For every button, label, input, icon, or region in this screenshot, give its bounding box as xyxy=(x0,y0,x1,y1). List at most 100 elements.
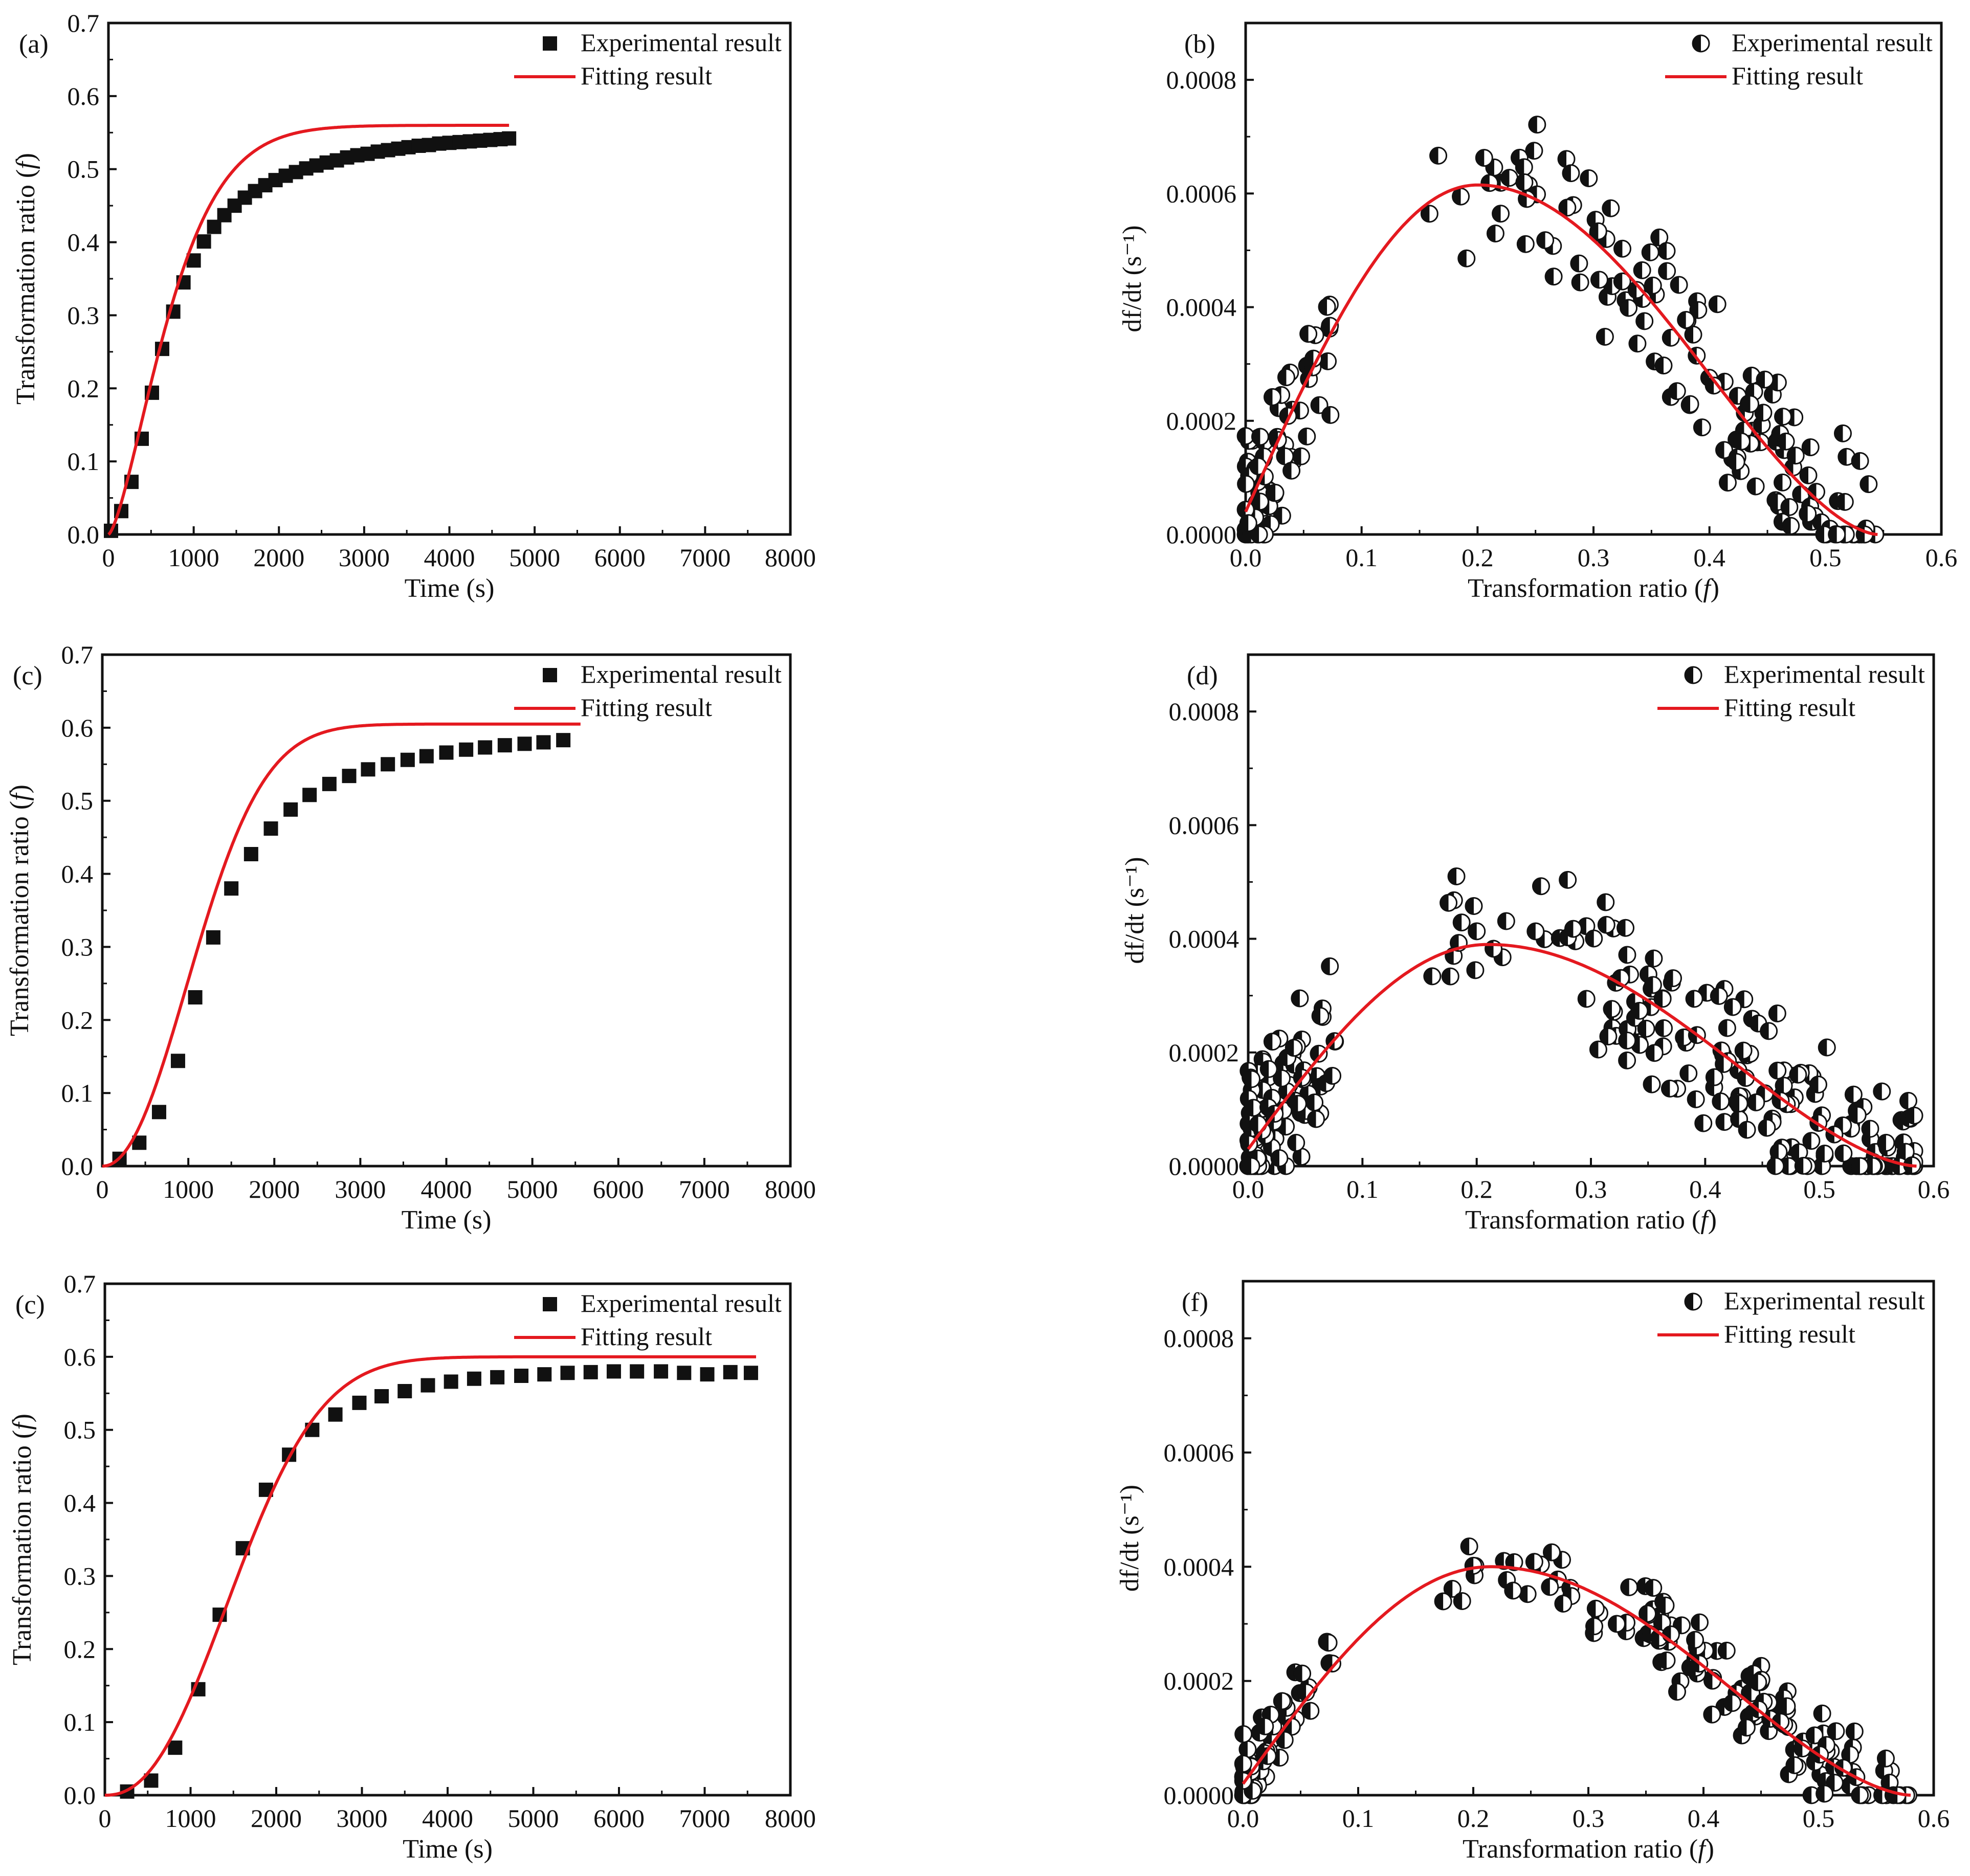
y-tick-label: 0.5 xyxy=(64,1416,96,1444)
experimental-point xyxy=(1813,1704,1831,1723)
experimental-point xyxy=(1861,1120,1879,1138)
experimental-point xyxy=(1515,158,1533,176)
experimental-point xyxy=(1447,867,1466,886)
experimental-point xyxy=(1536,231,1555,250)
experimental-point xyxy=(1657,1651,1676,1669)
experimental-point xyxy=(1732,432,1751,451)
experimental-point xyxy=(1292,447,1310,465)
x-tick-label: 0 xyxy=(102,543,115,572)
experimental-point xyxy=(459,742,474,757)
panel-6: 0.0 0.1 0.2 0.3 0.4 0.5 0.6 0.0000 0.0002 0.0004 0… xyxy=(1115,1280,1950,1864)
experimental-point xyxy=(1691,1613,1709,1632)
legend-label-fitting: Fitting result xyxy=(581,61,712,90)
experimental-point xyxy=(1464,1556,1482,1575)
experimental-point xyxy=(1311,1007,1330,1025)
experimental-point xyxy=(1643,1075,1661,1093)
experimental-point xyxy=(502,131,517,146)
experimental-point xyxy=(606,1364,621,1379)
experimental-point xyxy=(478,740,493,755)
legend-marker-experimental xyxy=(543,668,557,682)
experimental-point xyxy=(1661,1079,1679,1098)
experimental-point xyxy=(1650,228,1669,247)
experimental-point xyxy=(1734,1041,1753,1060)
x-tick-label: 0.3 xyxy=(1575,1175,1607,1203)
experimental-point xyxy=(439,745,454,760)
y-tick-label: 0.6 xyxy=(68,82,100,110)
experimental-point xyxy=(1818,1038,1836,1057)
experimental-point xyxy=(1848,1106,1867,1124)
x-tick-label: 7000 xyxy=(679,1804,731,1833)
experimental-point xyxy=(1718,474,1737,492)
experimental-point xyxy=(1525,142,1543,160)
y-tick-label: 0.1 xyxy=(68,447,100,476)
experimental-point xyxy=(1504,1581,1522,1600)
experimental-point xyxy=(1668,1683,1686,1701)
plot-frame xyxy=(103,1282,792,1797)
experimental-point xyxy=(1278,1048,1297,1067)
legend: Experimental result Fitting result xyxy=(514,28,782,90)
x-tick-label: 1000 xyxy=(165,1804,216,1833)
experimental-point xyxy=(1299,325,1318,343)
y-tick-label: 0.0000 xyxy=(1166,520,1237,549)
legend-marker-experimental xyxy=(543,1297,557,1311)
experimental-point xyxy=(1541,1578,1559,1596)
experimental-point xyxy=(1319,352,1337,370)
x-axis-label: Transformation ratio (f) xyxy=(1468,574,1719,603)
experimental-point xyxy=(1585,929,1603,948)
legend: Experimental result Fitting result xyxy=(1665,28,1933,90)
experimental-point xyxy=(1662,328,1680,347)
experimental-point xyxy=(1443,1580,1462,1598)
x-tick-label: 6000 xyxy=(593,1175,644,1203)
experimental-point xyxy=(1528,116,1546,134)
experimental-point xyxy=(168,1740,183,1755)
y-tick-label: 0.0 xyxy=(68,520,100,549)
experimental-point xyxy=(1801,438,1820,457)
panel-label: (c) xyxy=(13,661,42,690)
y-tick-label: 0.4 xyxy=(61,860,94,888)
experimental-point xyxy=(1677,310,1695,329)
experimental-point xyxy=(1532,877,1550,896)
experimental-point xyxy=(677,1366,692,1380)
experimental-point xyxy=(1263,388,1281,406)
x-tick-label: 4000 xyxy=(422,1804,473,1833)
experimental-point xyxy=(1251,493,1269,511)
experimental-point xyxy=(1282,461,1301,480)
experimental-point xyxy=(1452,187,1470,206)
experimental-point xyxy=(1620,1578,1639,1596)
experimental-point xyxy=(1833,424,1852,442)
panel-1: 0 1000 2000 3000 4000 5000 6000 7000 8000 0.0 0.1 0… xyxy=(11,9,816,603)
experimental-point xyxy=(1318,298,1336,316)
experimental-point xyxy=(537,1367,552,1382)
experimental-point xyxy=(1559,870,1577,889)
x-tick-label: 8000 xyxy=(765,543,816,572)
y-tick-label: 0.0000 xyxy=(1164,1781,1234,1810)
x-tick-label: 0.3 xyxy=(1578,543,1610,572)
experimental-point xyxy=(1310,1044,1328,1063)
y-tick-label: 0.0002 xyxy=(1164,1667,1234,1695)
experimental-point xyxy=(196,234,211,249)
experimental-point xyxy=(1310,396,1329,414)
experimental-point xyxy=(743,1366,758,1380)
x-tick-label: 0.6 xyxy=(1918,1804,1950,1833)
experimental-point xyxy=(188,990,203,1004)
panel-label: (b) xyxy=(1184,30,1215,59)
experimental-point xyxy=(1613,239,1631,258)
x-tick-label: 2000 xyxy=(251,1804,302,1833)
y-tick-label: 0.4 xyxy=(64,1489,96,1517)
y-tick-label: 0.6 xyxy=(64,1343,96,1371)
experimental-point xyxy=(1679,1064,1698,1083)
experimental-point xyxy=(1562,164,1580,183)
experimental-point xyxy=(654,1364,669,1379)
experimental-point xyxy=(1775,1077,1793,1095)
experimental-point xyxy=(560,1366,575,1380)
experimental-point xyxy=(1768,1004,1786,1023)
experimental-point xyxy=(1737,1718,1756,1737)
y-tick-label: 0.0002 xyxy=(1166,407,1237,435)
y-axis-label: Transformation ratio (f) xyxy=(8,1414,37,1665)
experimental-point xyxy=(1851,452,1869,470)
experimental-point xyxy=(1684,325,1702,344)
experimental-point xyxy=(1323,1066,1342,1085)
experimental-point xyxy=(517,736,532,751)
experimental-point xyxy=(1460,1537,1478,1556)
